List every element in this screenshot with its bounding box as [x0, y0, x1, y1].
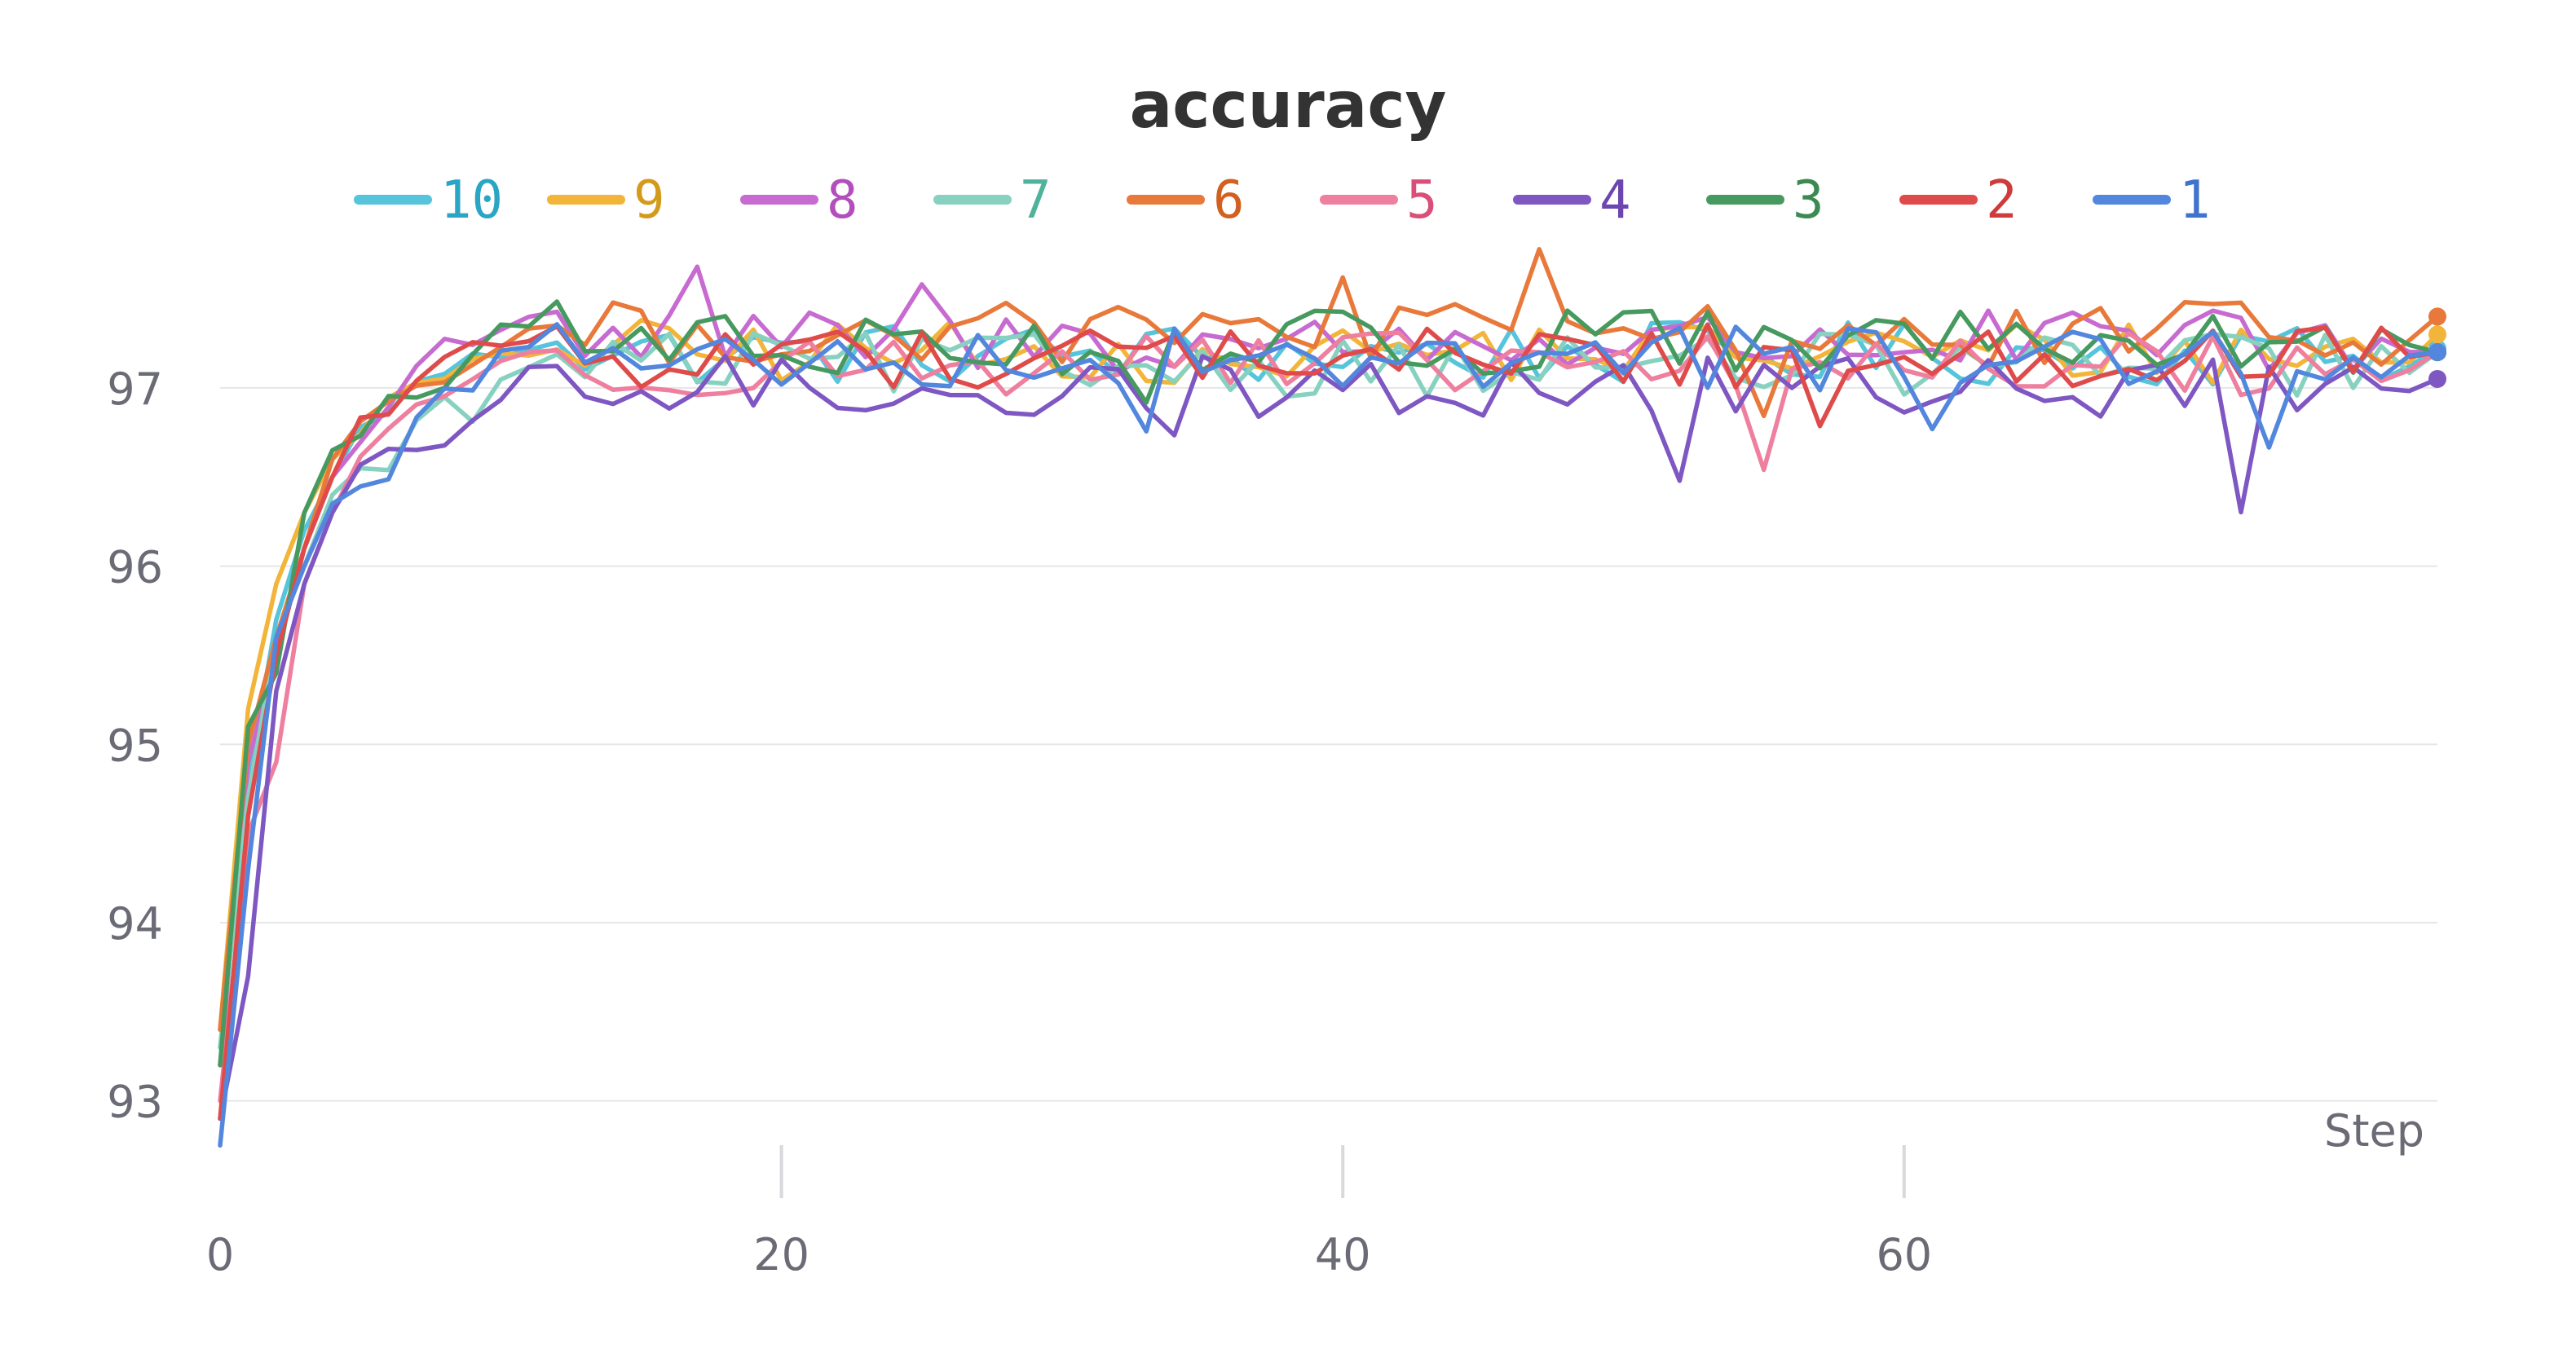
legend-label-6: 6	[1213, 170, 1245, 231]
series-line-1	[218, 322, 2440, 1148]
y-tick-labels: 93 94 95 96 97	[107, 364, 163, 1128]
series-line-7	[218, 331, 2440, 1050]
series-endpoint-4	[2428, 369, 2446, 388]
series-line-8	[218, 264, 2440, 1068]
x-tick-label-20: 20	[753, 1229, 809, 1280]
x-tick-label-0: 0	[206, 1229, 234, 1280]
x-tick-label-60: 60	[1876, 1229, 1932, 1280]
legend: 10 9 8 7 6 5 4 3 2 1	[354, 170, 2211, 231]
series-line-4	[218, 354, 2440, 1122]
y-tick-label-96: 96	[107, 542, 163, 593]
series-line-3	[218, 299, 2440, 1068]
series-line-10	[218, 320, 2440, 1050]
chart-title: accuracy	[1130, 69, 1447, 143]
series-endpoint-1	[2428, 343, 2446, 362]
series-endpoint-6	[2428, 307, 2446, 326]
x-tick-label-40: 40	[1315, 1229, 1371, 1280]
legend-label-8: 8	[827, 170, 858, 231]
series-line-2	[218, 322, 2440, 1122]
gridlines	[220, 386, 2437, 1102]
series-endpoint-9	[2428, 325, 2446, 344]
legend-label-10: 10	[440, 170, 503, 231]
y-tick-label-97: 97	[107, 364, 163, 415]
legend-label-3: 3	[1793, 170, 1824, 231]
legend-label-2: 2	[1986, 170, 2018, 231]
y-tick-label-95: 95	[107, 720, 163, 771]
legend-label-1: 1	[2179, 170, 2211, 231]
y-tick-label-93: 93	[107, 1077, 163, 1128]
x-axis-label: Step	[2324, 1105, 2424, 1157]
series-lines	[218, 247, 2440, 1148]
series-line-5	[218, 330, 2440, 1104]
x-tick-marks	[779, 1145, 1906, 1198]
x-tick-labels: 0 20 40 60	[206, 1229, 1932, 1280]
legend-label-7: 7	[1020, 170, 1052, 231]
legend-label-4: 4	[1599, 170, 1631, 231]
legend-label-9: 9	[633, 170, 665, 231]
legend-label-5: 5	[1406, 170, 1438, 231]
y-tick-label-94: 94	[107, 898, 163, 950]
series-endpoints	[2428, 307, 2446, 388]
